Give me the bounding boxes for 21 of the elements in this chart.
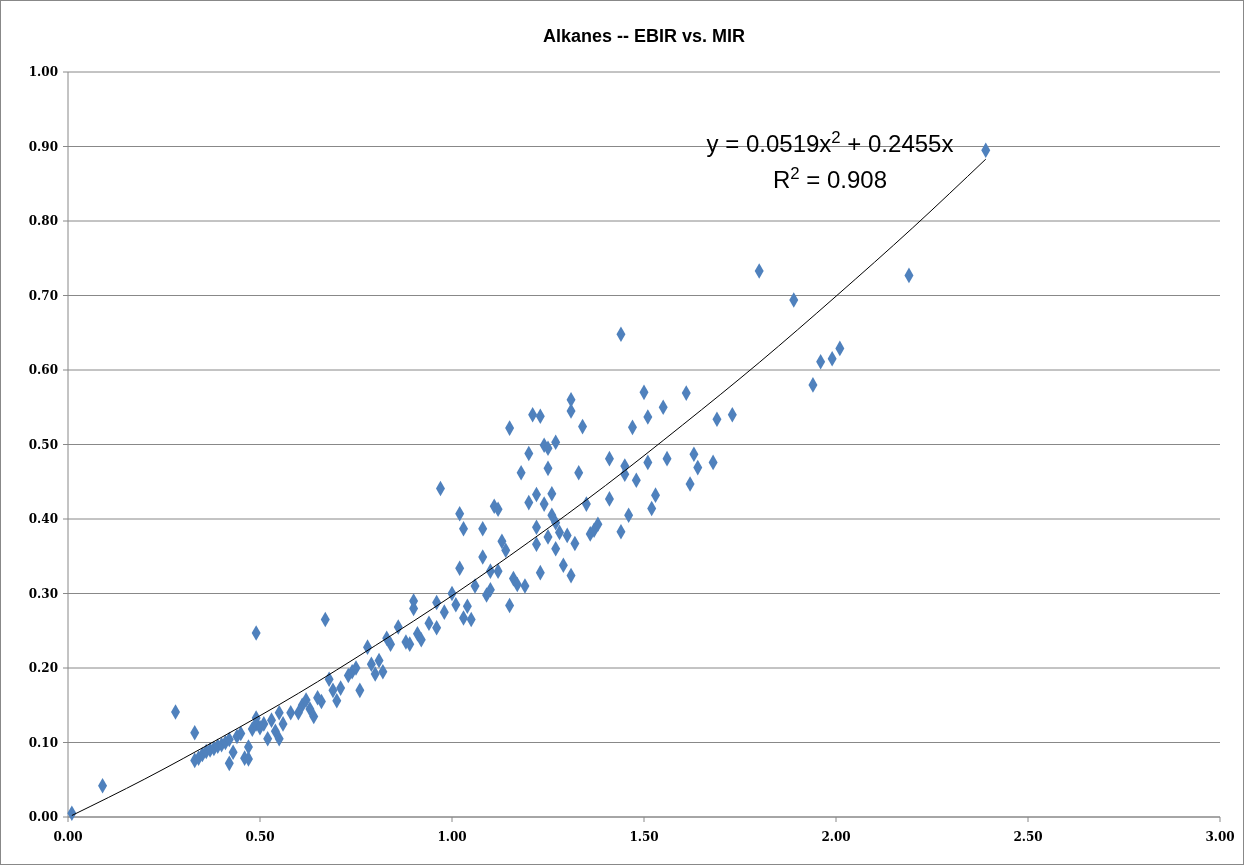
annotation: R$^{2}$ = 0.908 — [772, 163, 888, 193]
y-tick-label: 0.30 — [28, 586, 58, 601]
y-tick-label: 0.00 — [28, 810, 58, 825]
x-tick-label: 1.50 — [629, 830, 659, 844]
x-tick-label: 3.00 — [1205, 830, 1235, 844]
x-tick-label: 0.50 — [245, 830, 275, 844]
annotation: y = 0.0519x$^{2}$ + 0.2455x — [706, 127, 954, 157]
chart-title: Alkanes -- EBIR vs. MIR — [542, 26, 746, 46]
y-tick-label: 0.80 — [28, 214, 58, 229]
x-tick-label: 1.00 — [437, 830, 467, 844]
y-tick-label: 0.60 — [28, 363, 58, 378]
y-tick-label: 0.50 — [28, 437, 58, 452]
y-tick-label: 0.70 — [28, 288, 58, 303]
y-tick-label: 0.40 — [28, 512, 58, 527]
y-tick-label: 0.20 — [28, 661, 58, 676]
x-tick-label: 2.50 — [1013, 830, 1043, 844]
y-tick-label: 0.10 — [28, 735, 58, 750]
y-tick-label: 1.00 — [28, 65, 58, 80]
x-tick-label: 2.00 — [821, 830, 851, 844]
x-tick-label: 0.00 — [53, 830, 83, 844]
y-tick-label: 0.90 — [28, 139, 58, 154]
